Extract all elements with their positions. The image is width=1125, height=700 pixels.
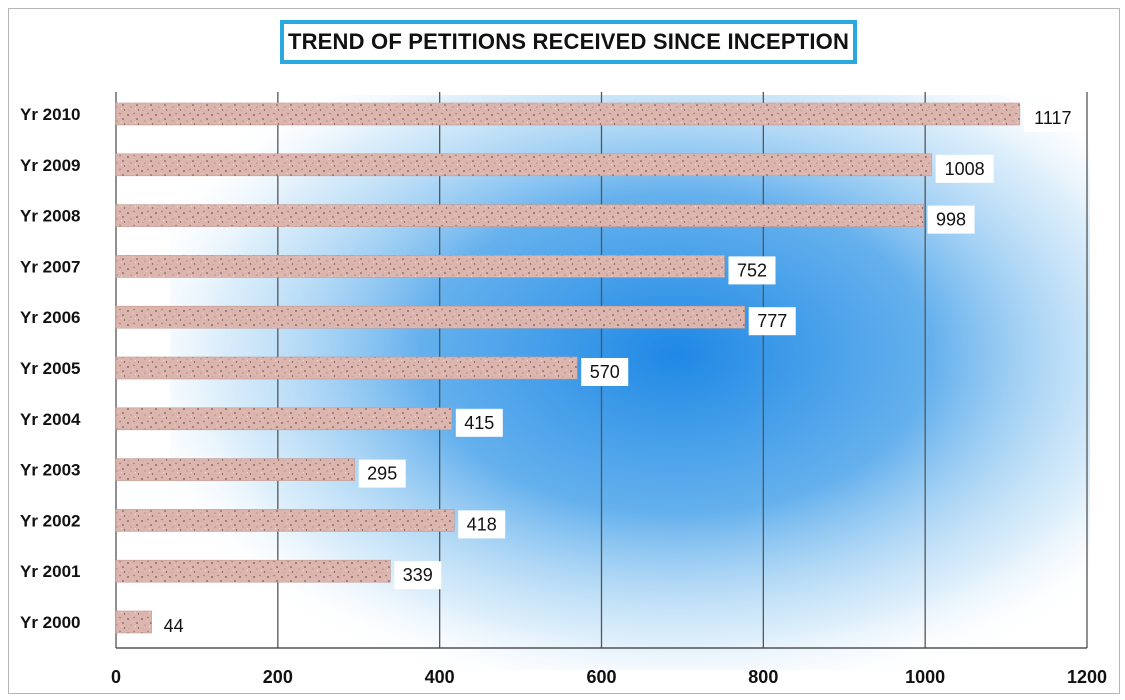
data-label: 570 [590, 362, 620, 382]
data-label-box [455, 408, 503, 437]
bar [115, 102, 1021, 126]
x-tick-label: 800 [748, 667, 778, 687]
data-label-box [927, 205, 975, 234]
category-label: Yr 2009 [20, 156, 81, 175]
bar [115, 305, 746, 329]
bar [115, 153, 932, 177]
data-label: 295 [367, 464, 397, 484]
category-label: Yr 2004 [20, 410, 81, 429]
x-tick-label: 1200 [1067, 667, 1107, 687]
x-tick-label: 400 [425, 667, 455, 687]
category-label: Yr 2006 [20, 308, 81, 327]
data-label: 752 [737, 260, 767, 280]
category-label: Yr 2008 [20, 207, 81, 226]
bar [115, 356, 578, 380]
data-label-box [155, 612, 192, 640]
data-label: 1117 [1034, 108, 1071, 128]
data-label: 777 [757, 311, 787, 331]
data-label: 998 [936, 210, 966, 230]
category-label: Yr 2001 [20, 562, 81, 581]
data-label-box [728, 256, 776, 285]
bar [115, 559, 391, 583]
data-label-box [1023, 104, 1082, 132]
bar [115, 255, 725, 278]
data-label: 44 [164, 616, 184, 636]
bar [115, 509, 455, 532]
x-tick-label: 600 [586, 667, 616, 687]
category-label: Yr 2000 [20, 613, 81, 632]
category-label: Yr 2005 [20, 359, 81, 378]
chart-title-box: TREND OF PETITIONS RECEIVED SINCE INCEPT… [280, 20, 857, 64]
data-label: 415 [464, 413, 494, 433]
data-label-box [935, 154, 994, 183]
chart-title: TREND OF PETITIONS RECEIVED SINCE INCEPT… [287, 29, 850, 54]
bar [115, 458, 356, 481]
data-label-box [358, 459, 406, 488]
bar [115, 610, 152, 634]
x-tick-label: 0 [111, 667, 121, 687]
data-label-box [748, 307, 796, 336]
x-tick-label: 1000 [905, 667, 945, 687]
category-label: Yr 2010 [20, 105, 81, 124]
data-label-box [581, 358, 629, 386]
data-label-box [458, 510, 506, 539]
data-label: 1008 [945, 159, 985, 179]
category-label: Yr 2007 [20, 257, 81, 276]
category-label: Yr 2003 [20, 461, 81, 480]
data-label: 418 [467, 514, 497, 534]
bar [115, 204, 924, 227]
data-label-box [394, 561, 442, 590]
data-label: 339 [403, 565, 433, 585]
category-label: Yr 2002 [20, 511, 81, 530]
x-tick-label: 200 [263, 667, 293, 687]
bar [115, 407, 453, 431]
